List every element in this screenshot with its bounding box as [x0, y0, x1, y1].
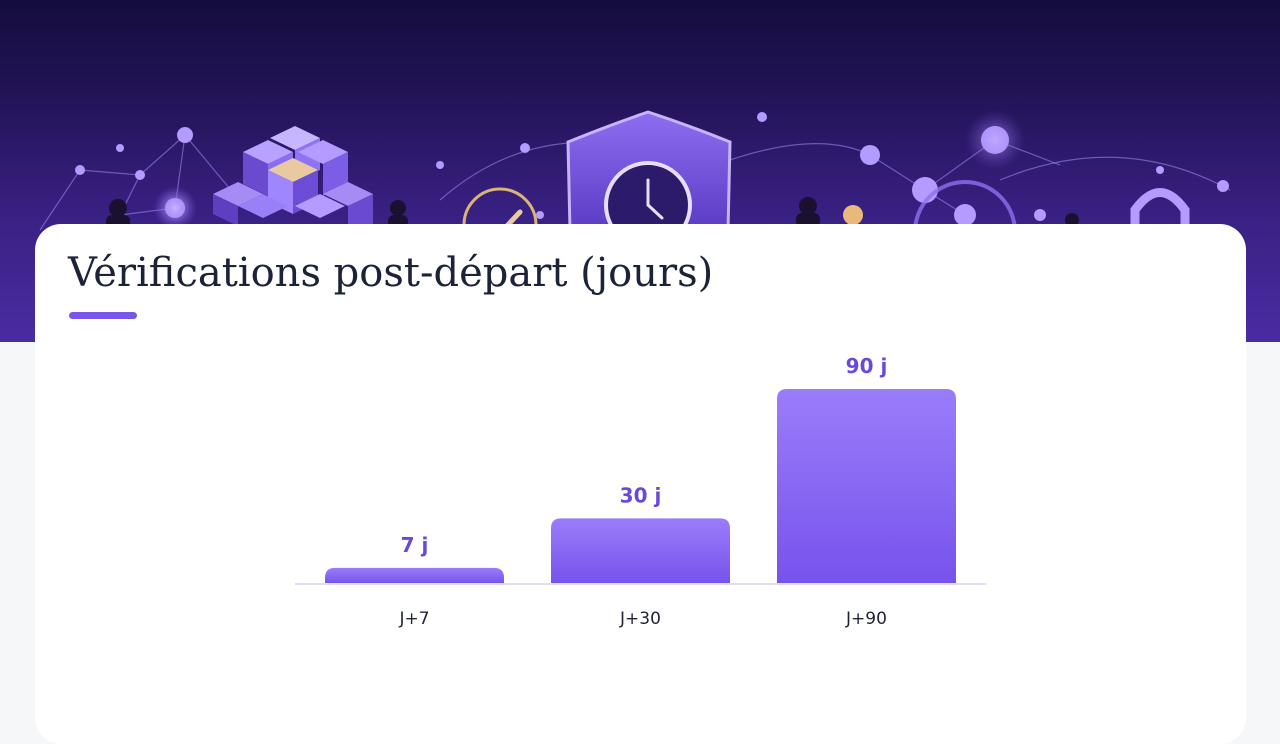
data-label: 7 j [401, 533, 429, 557]
data-label: 30 j [620, 483, 662, 507]
cubes-icon [213, 126, 373, 226]
shield-clock-icon [566, 110, 732, 249]
banner-illustration [39, 110, 1231, 284]
data-label: 90 j [846, 354, 888, 378]
bar-j7 [325, 567, 504, 583]
bar-j90 [777, 389, 956, 583]
chart-card: Vérifications post-départ (jours) 7 j J+7… [35, 224, 1246, 744]
title-underline [69, 312, 137, 319]
bar-chart: 7 j J+7 30 j J+30 90 j J+90 [295, 354, 986, 629]
x-tick-label: J+90 [845, 609, 887, 629]
x-tick-label: J+7 [398, 609, 429, 629]
chart-title: Vérifications post-départ (jours) [68, 250, 714, 296]
x-tick-label: J+30 [619, 609, 661, 629]
bar-j30 [551, 518, 730, 583]
